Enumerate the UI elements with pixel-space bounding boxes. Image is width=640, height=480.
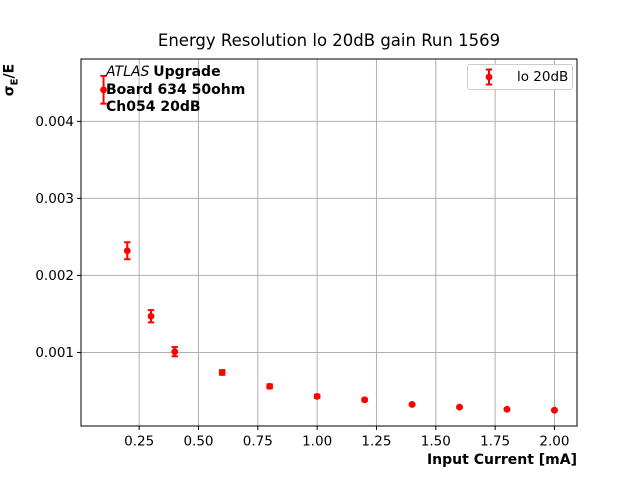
annotation-line-channel: Ch054 20dB — [106, 99, 201, 115]
y-tick-label: 0.004 — [35, 114, 74, 130]
legend: lo 20dB — [467, 64, 573, 90]
data-point — [503, 405, 511, 413]
x-tick-label: 1.25 — [361, 434, 391, 450]
data-point — [313, 392, 321, 400]
errorbar-marker-icon — [485, 68, 493, 86]
data-point — [100, 86, 107, 94]
annotation-experiment-suffix: Upgrade — [153, 64, 221, 80]
data-point — [171, 348, 179, 356]
plot-annotation: ATLAS Upgrade Board 634 50ohm Ch054 20dB — [106, 64, 245, 117]
x-tick-label: 2.00 — [539, 434, 569, 450]
data-point — [123, 247, 131, 255]
legend-label: lo 20dB — [517, 69, 569, 85]
x-tick-label: 1.75 — [480, 434, 510, 450]
data-point — [218, 369, 226, 376]
y-axis-label-rest: /E — [1, 63, 18, 79]
y-axis-label-sigma: σ — [1, 85, 18, 97]
annotation-line-experiment: ATLAS Upgrade — [106, 64, 245, 82]
annotation-experiment-name: ATLAS — [106, 64, 150, 80]
x-tick-label: 0.25 — [124, 434, 154, 450]
chart-title: Energy Resolution lo 20dB gain Run 1569 — [157, 31, 501, 50]
x-tick-label: 1.00 — [302, 434, 332, 450]
plot-border — [80, 58, 578, 427]
legend-marker-dot — [485, 73, 493, 81]
data-point — [147, 312, 155, 320]
y-axis-label: σE/E — [2, 64, 21, 96]
y-tick-label: 0.001 — [35, 345, 74, 361]
x-axis-label: Input Current [mA] — [426, 452, 577, 468]
y-axis-label-subscript: E — [9, 78, 21, 86]
y-tick-label: 0.003 — [35, 191, 74, 207]
x-tick-label: 1.50 — [421, 434, 451, 450]
data-point — [408, 401, 416, 408]
data-point — [456, 403, 463, 411]
data-point — [361, 396, 368, 404]
data-point — [551, 406, 558, 414]
y-tick-label: 0.002 — [35, 268, 74, 284]
annotation-line-board: Board 634 50ohm — [106, 81, 246, 98]
x-tick-label: 0.50 — [183, 434, 213, 450]
data-point — [266, 382, 274, 390]
x-tick-label: 0.75 — [243, 434, 273, 450]
